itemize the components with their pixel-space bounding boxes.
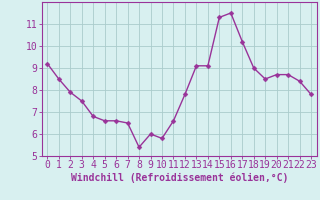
X-axis label: Windchill (Refroidissement éolien,°C): Windchill (Refroidissement éolien,°C) [70,173,288,183]
